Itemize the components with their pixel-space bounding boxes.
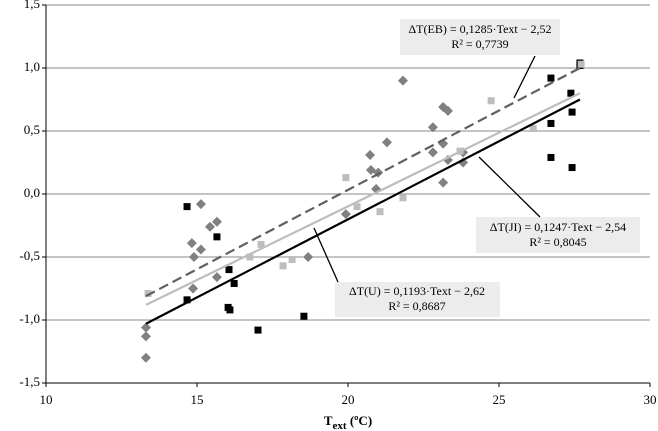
annotation-equation: ΔT(U) = 0,1193·Text − 2,62 <box>349 284 485 298</box>
annotation-equation: ΔT(EB) = 0,1285·Text − 2,52 <box>408 22 551 36</box>
x-axis-title-main: T <box>324 413 333 428</box>
point <box>303 252 314 262</box>
trend-line <box>145 98 581 325</box>
point <box>438 177 449 188</box>
x-tick-label: 30 <box>644 392 657 407</box>
y-tick-label: -1,5 <box>19 374 40 389</box>
x-axis-title: Text (ºC) <box>324 413 372 431</box>
point <box>140 352 151 363</box>
y-tick-label: 1,5 <box>24 0 40 11</box>
point <box>140 331 151 342</box>
point <box>568 108 576 116</box>
point <box>300 312 308 320</box>
point <box>183 203 191 211</box>
point <box>365 149 376 160</box>
y-tick-label: -1,0 <box>19 311 40 326</box>
trend-line <box>145 67 581 298</box>
x-axis-title-sub: ext <box>333 420 347 431</box>
point <box>211 272 222 283</box>
point <box>427 147 438 158</box>
arrows <box>313 55 541 283</box>
point <box>188 252 199 262</box>
point <box>288 256 296 264</box>
x-tick-label: 25 <box>493 392 506 407</box>
arrow <box>478 156 541 218</box>
point <box>230 279 238 287</box>
annotation-r2: R² = 0,7739 <box>451 37 508 51</box>
annotation-r2: R² = 0,8687 <box>388 299 445 313</box>
point <box>568 164 576 172</box>
point <box>195 244 206 255</box>
point <box>353 203 361 211</box>
arrow <box>513 55 536 99</box>
point <box>246 253 254 261</box>
point <box>188 283 199 294</box>
annotation-boxes <box>335 19 640 317</box>
point <box>257 240 265 248</box>
y-tick-label: 1,0 <box>24 59 40 74</box>
point <box>381 137 392 148</box>
point <box>577 60 585 68</box>
point <box>547 119 555 127</box>
point <box>427 122 438 133</box>
point <box>279 262 287 270</box>
x-tick-label: 15 <box>191 392 204 407</box>
annotation-r2: R² = 0,8045 <box>529 235 586 249</box>
point <box>529 124 537 132</box>
point <box>547 153 555 161</box>
annotation-box <box>335 282 500 317</box>
x-axis-title-unit: (ºC) <box>347 413 373 428</box>
point <box>442 105 453 116</box>
point <box>547 74 555 82</box>
x-tick-label: 20 <box>342 392 355 407</box>
point <box>183 296 191 304</box>
annotation-box <box>476 217 640 253</box>
trend-line <box>145 92 581 306</box>
point <box>376 208 384 216</box>
y-tick-label: -0,5 <box>19 248 40 263</box>
point <box>340 209 351 220</box>
point <box>397 75 408 86</box>
point <box>204 221 215 232</box>
point <box>487 97 495 105</box>
point <box>226 306 234 314</box>
point <box>254 326 262 334</box>
x-tick-label: 10 <box>40 392 53 407</box>
point <box>144 290 152 298</box>
point <box>195 199 206 210</box>
y-tick-label: 0,0 <box>24 185 40 200</box>
point <box>213 233 221 241</box>
point <box>567 89 575 97</box>
point <box>342 174 350 182</box>
point <box>399 194 407 202</box>
y-tick-label: 0,5 <box>24 122 40 137</box>
arrow <box>313 227 339 283</box>
point <box>186 238 197 249</box>
point <box>211 216 222 227</box>
annotation-equation: ΔT(JI) = 0,1247·Text − 2,54 <box>490 220 626 234</box>
annotation-box <box>400 19 560 55</box>
point <box>225 266 233 274</box>
point <box>140 322 151 333</box>
